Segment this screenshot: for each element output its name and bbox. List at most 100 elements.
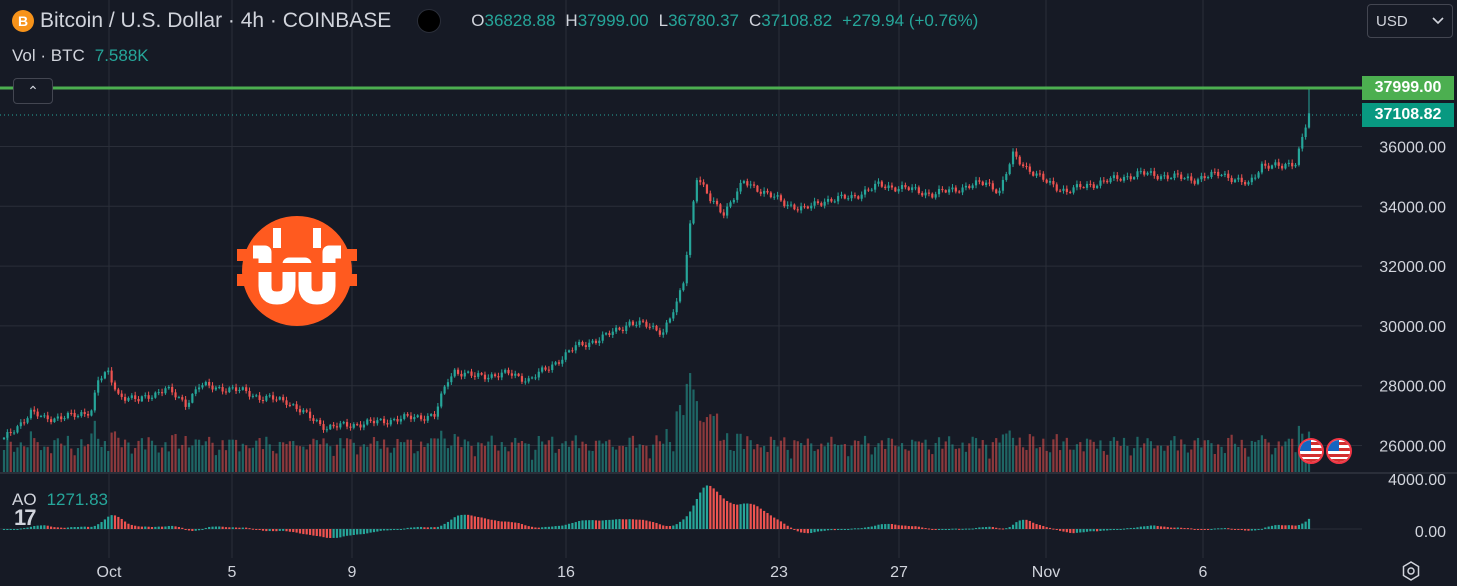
ao-bar	[362, 529, 365, 535]
volume-bar	[221, 440, 224, 472]
candle-body	[86, 413, 90, 416]
ao-axis[interactable]: 4000.00 0.00	[1388, 472, 1446, 541]
candle-body	[1082, 187, 1085, 189]
volume-bar	[813, 450, 816, 472]
ao-legend[interactable]: AO 1271.83	[12, 490, 108, 510]
volume-bar	[995, 438, 998, 472]
volume-bar	[372, 437, 376, 472]
ao-bar	[70, 527, 73, 529]
volume-bar	[810, 443, 813, 472]
ao-bar	[1244, 529, 1247, 531]
candle-body	[1149, 171, 1153, 173]
volume-bar	[278, 441, 281, 472]
ao-bar	[783, 523, 786, 529]
candle-body	[803, 206, 806, 208]
ao-bar	[709, 485, 712, 529]
gear-icon[interactable]	[1401, 561, 1421, 581]
volume-bar	[73, 455, 76, 472]
candle-body	[645, 321, 648, 327]
time-axis[interactable]: Oct 5 9 16 23 27 Nov 6	[97, 564, 1208, 581]
volume-bar	[958, 448, 961, 472]
ao-bar	[904, 525, 907, 529]
volume-bar	[921, 442, 924, 472]
volume-bar	[123, 439, 127, 472]
candle-body	[379, 418, 382, 421]
candle-body	[857, 196, 860, 199]
candle-body	[1163, 175, 1166, 177]
ao-bar	[567, 523, 571, 529]
volume-legend[interactable]: Vol · BTC 7.588K	[12, 46, 149, 66]
volume-bar	[80, 439, 83, 472]
us-flag-event-icon[interactable]	[1298, 438, 1324, 464]
volume-bar	[130, 453, 133, 472]
candle-body	[877, 181, 880, 184]
volume-bar	[1028, 434, 1031, 472]
volume-bar	[578, 448, 581, 472]
volume-bar	[601, 443, 604, 472]
market-status-icon[interactable]	[417, 9, 442, 33]
ao-bar	[440, 525, 443, 529]
volume-bar	[1112, 437, 1116, 472]
candle-body	[998, 190, 1001, 194]
candle-body	[924, 192, 927, 196]
ao-bar	[164, 526, 167, 529]
volume-bar	[739, 433, 742, 472]
candle-body	[204, 381, 207, 386]
volume-bar	[699, 420, 702, 472]
ao-bar	[924, 528, 927, 530]
volume-bar	[826, 442, 830, 472]
ohlc-legend: O36828.88 H37999.00 L36780.37 C37108.82 …	[471, 11, 978, 31]
ao-bar	[483, 518, 487, 529]
ao-bar	[884, 524, 887, 529]
candle-body	[440, 393, 443, 407]
candle-body	[601, 334, 604, 341]
candle-body	[2, 437, 6, 440]
currency-select[interactable]: USD	[1367, 4, 1453, 38]
volume-bar	[1082, 451, 1085, 472]
candle-body	[779, 195, 783, 201]
volume-bar	[450, 445, 453, 472]
volume-bar	[1186, 452, 1190, 472]
ao-bar	[399, 529, 402, 530]
ao-bar	[1257, 529, 1260, 531]
ao-bar	[900, 525, 904, 529]
volume-bar	[292, 440, 295, 472]
volume-bar	[288, 441, 291, 472]
ao-bar	[689, 511, 692, 529]
candle-body	[389, 420, 392, 425]
volume-bar	[1213, 454, 1216, 472]
volume-bar	[964, 451, 968, 472]
tradingview-logo-icon[interactable]: 17	[14, 505, 37, 530]
volume-bar	[460, 447, 463, 472]
candle-body	[931, 193, 934, 198]
candle-body	[362, 424, 365, 428]
candle-body	[665, 322, 668, 333]
candle-body	[197, 387, 201, 390]
volume-bar	[440, 430, 443, 472]
volume-bar	[1176, 450, 1179, 472]
volume-bar	[968, 443, 971, 472]
volume-bar	[581, 441, 584, 472]
candle-body	[1062, 188, 1065, 191]
symbol-title[interactable]: Bitcoin / U.S. Dollar · 4h · COINBASE	[40, 9, 392, 32]
volume-bar	[463, 439, 466, 472]
us-flag-event-icon-2[interactable]	[1326, 438, 1352, 464]
candle-body	[463, 372, 466, 377]
ao-bar	[271, 529, 275, 532]
price-axis[interactable]: 36000.00 34000.00 32000.00 30000.00 28000.00…	[1379, 140, 1446, 456]
candle-body	[800, 206, 803, 211]
collapse-legend-button[interactable]: ⌃	[13, 78, 53, 104]
ao-bar	[144, 526, 147, 529]
ao-bar	[551, 526, 554, 529]
candle-body	[662, 332, 665, 335]
candle-body	[941, 188, 944, 191]
ao-bar	[635, 519, 638, 529]
candle-body	[33, 409, 36, 412]
volume-bar	[880, 440, 883, 472]
candle-body	[615, 327, 618, 332]
candle-body	[1146, 172, 1149, 175]
volume-bar	[1240, 439, 1243, 472]
ao-bar	[238, 527, 241, 529]
volume-bar	[298, 446, 302, 472]
